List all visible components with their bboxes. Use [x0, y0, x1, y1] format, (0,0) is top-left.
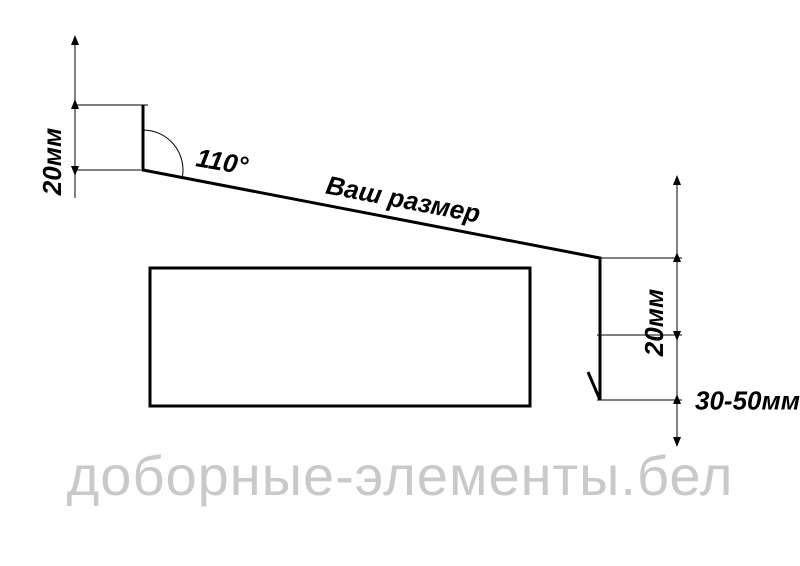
- label-right-20mm: 20мм: [639, 289, 669, 357]
- label-angle-110: 110°: [194, 142, 251, 181]
- label-left-20mm: 20мм: [37, 128, 67, 196]
- label-30-50mm: 30-50мм: [695, 386, 800, 416]
